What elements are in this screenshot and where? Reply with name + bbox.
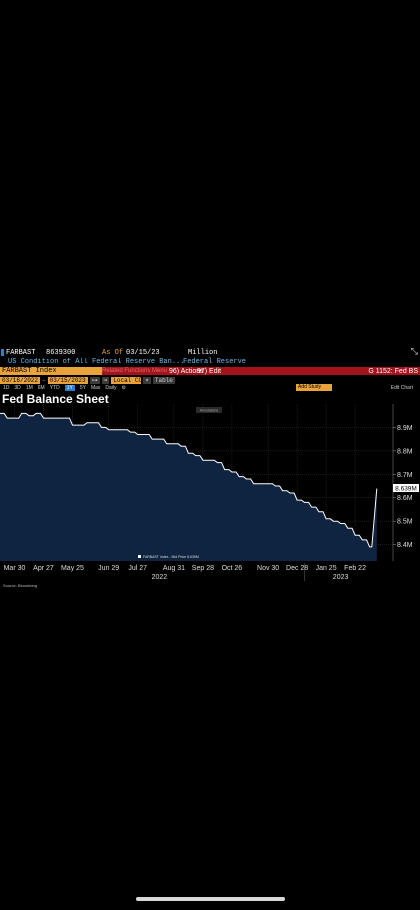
edit-chart-button[interactable]: Edit Chart (390, 384, 413, 391)
annotations-tooltip-label: Annotations (200, 409, 219, 413)
related-functions-hint: Related Functions Menu (102, 368, 168, 374)
period-1d[interactable]: 1D (3, 384, 10, 391)
x-axis: Mar 30 Apr 27 May 25 Jun 29 Jul 27 Aug 31 Sep … (4, 563, 366, 581)
period-row: 1D 3D 1M 6M YTD 1Y 5Y Max Daily ⚙ Add St… (0, 384, 420, 391)
period-1y[interactable]: 1Y (64, 384, 75, 391)
x-tick-label: Feb 22 (344, 565, 366, 572)
start-date-field[interactable]: 03/16/2022 (0, 376, 41, 384)
edit-menu[interactable]: 97) Edit (197, 367, 222, 375)
x-tick-label: Mar 30 (4, 565, 26, 572)
security-marker (1, 349, 4, 356)
chart-type-select[interactable]: ▾ (143, 376, 151, 384)
end-date-field[interactable]: 03/15/2023 (47, 376, 88, 384)
legend-swatch (138, 555, 141, 558)
period-max[interactable]: Max (90, 384, 101, 391)
date-range-row: 03/16/2022 – 03/15/2023 ⊶ ⊸ Local CCY ▾ … (0, 376, 420, 384)
period-1m[interactable]: 1M (25, 384, 33, 391)
y-tick-label: 8.9M (397, 425, 413, 432)
expand-icon[interactable]: ⤡ (410, 347, 418, 357)
actions-menu[interactable]: 96) Actions (169, 367, 204, 375)
x-tick-label: Nov 30 (257, 565, 279, 572)
arrow-right-icon: – (42, 376, 46, 384)
legend-label: FARBAST Index - Mid Price 8.639M (143, 555, 199, 559)
chart-id-label: G 1152: Fed BS (368, 367, 418, 375)
as-of-date[interactable]: 03/15/23 (126, 348, 160, 357)
as-of-label: As Of (102, 348, 124, 357)
security-header-row: FARBAST 8639300 As Of 03/15/23 Million ⤡ (0, 348, 420, 357)
annotations-tooltip-box (196, 407, 222, 413)
x-tick-label: Jul 27 (128, 565, 147, 572)
unit-label: Million (188, 348, 218, 357)
add-study-field[interactable]: Add Study (296, 384, 332, 391)
source-note: Source: Bloomberg (3, 583, 38, 588)
period-ytd[interactable]: YTD (49, 384, 60, 391)
legend: FARBAST Index - Mid Price 8.639M (138, 555, 199, 559)
x-tick-label: Sep 28 (192, 565, 214, 572)
annotations-tooltip[interactable]: Annotations (196, 407, 222, 413)
y-tick-label: 8.6M (397, 495, 413, 502)
frequency-select[interactable]: Daily (105, 384, 117, 391)
period-3d[interactable]: 3D (14, 384, 21, 391)
security-input[interactable]: FARBAST Index (0, 367, 102, 375)
last-value-label: 8.639M (395, 486, 417, 493)
series-line (0, 412, 378, 548)
year-label: 2022 (152, 574, 168, 581)
security-description: US Condition of All Federal Reserve Ban.… (8, 358, 183, 366)
x-tick-label: Oct 26 (222, 565, 243, 572)
chart-title: Fed Balance Sheet (2, 392, 109, 406)
last-value-tag: 8.639M (393, 484, 419, 493)
y-tick-label: 8.4M (397, 542, 413, 549)
period-5y[interactable]: 5Y (79, 384, 86, 391)
x-tick-label: Dec 28 (286, 565, 308, 572)
period-field[interactable]: ⊸ (101, 376, 110, 384)
x-tick-label: Apr 27 (33, 565, 54, 572)
x-tick-label: Jun 29 (98, 565, 119, 572)
last-value-tag-box (393, 484, 419, 492)
chart-settings-icon[interactable]: ⚙ (121, 384, 127, 391)
x-tick-label: Aug 31 (163, 565, 185, 572)
y-tick-label: 8.7M (397, 472, 413, 479)
area-fill (0, 413, 377, 561)
x-tick-label: Jan 25 (316, 565, 337, 572)
description-row: US Condition of All Federal Reserve Ban.… (0, 358, 420, 366)
y-axis: 8.4M 8.5M 8.6M 8.7M 8.8M 8.9M (392, 404, 413, 561)
y-tick-label: 8.8M (397, 448, 413, 455)
table-toggle[interactable]: Table (152, 376, 175, 384)
home-indicator[interactable] (136, 897, 285, 901)
year-label: 2023 (333, 574, 349, 581)
period-6m[interactable]: 6M (37, 384, 45, 391)
last-price-field[interactable]: ⊶ (89, 376, 100, 384)
command-bar: FARBAST Index Related Functions Menu 96)… (0, 367, 420, 375)
x-tick-label: May 25 (61, 565, 84, 572)
y-tick-label: 8.5M (397, 519, 413, 526)
last-value: 8639300 (46, 348, 76, 357)
fed-balance-sheet-chart: 8.4M 8.5M 8.6M 8.7M 8.8M 8.9M Mar 30 Apr 27 May… (0, 404, 419, 581)
currency-select[interactable]: Local CCY (111, 376, 146, 384)
ticker: FARBAST (6, 348, 36, 357)
source-name: Federal Reserve (183, 358, 247, 366)
